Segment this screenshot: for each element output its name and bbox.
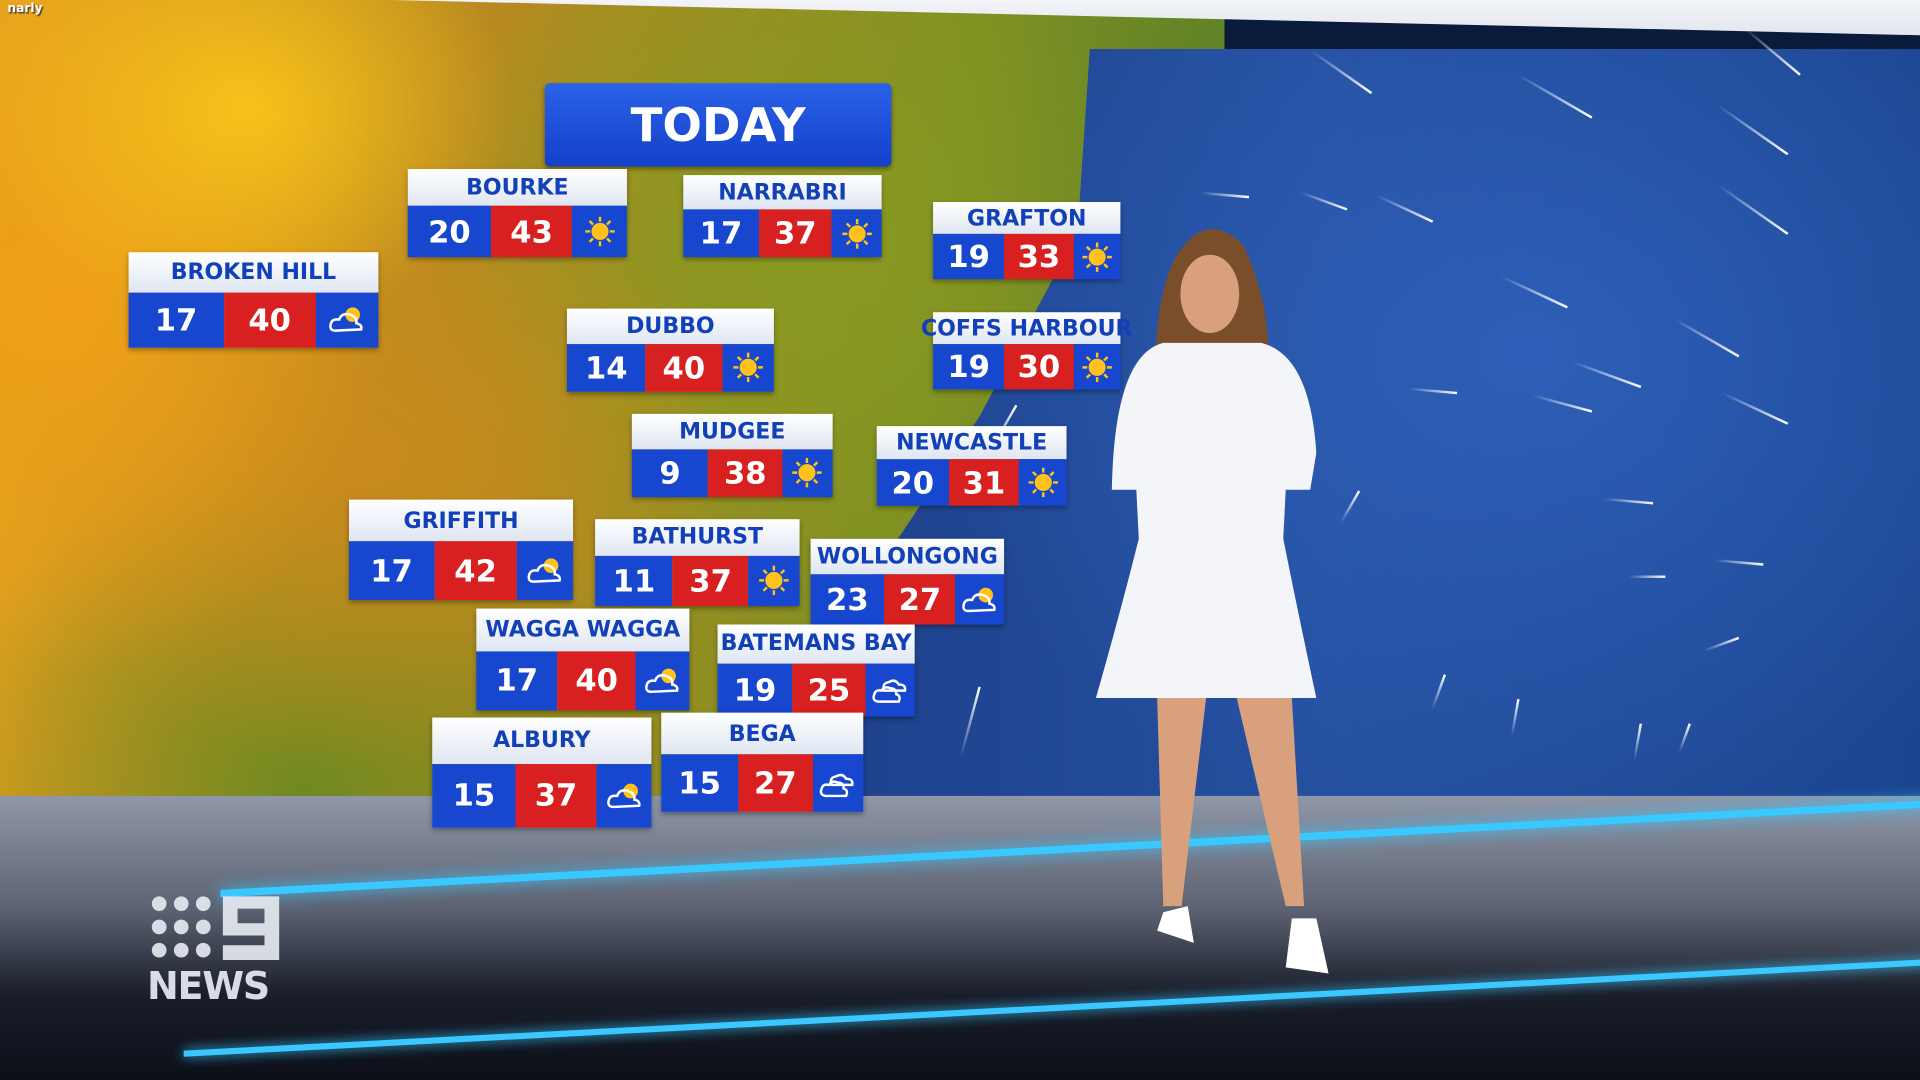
max-temp: 37: [672, 555, 749, 607]
partly-cloudy-icon: [517, 541, 574, 600]
max-temp: 27: [884, 574, 956, 625]
max-temp: 38: [708, 448, 783, 498]
sun-icon: [1073, 234, 1121, 280]
city-name: GRAFTON: [933, 202, 1121, 235]
city-name: BOURKE: [407, 168, 627, 207]
forecast-card-newcastle: NEWCASTLE 20 31: [876, 426, 1067, 506]
min-temp: 14: [566, 343, 646, 392]
sun-icon: [722, 343, 774, 392]
studio-floor: [0, 795, 1920, 1080]
sun-icon: [782, 448, 833, 498]
overlay-caption: narly: [7, 2, 43, 16]
forecast-card-grafton: GRAFTON 19 33: [933, 202, 1121, 280]
min-temp: 19: [933, 344, 1005, 390]
forecast-card-bathurst: BATHURST 11 37: [595, 519, 800, 607]
min-temp: 15: [661, 754, 738, 812]
max-temp: 25: [792, 663, 866, 717]
min-temp: 19: [933, 234, 1005, 280]
forecast-card-batemans-bay: BATEMANS BAY 19 25: [717, 624, 915, 717]
sun-icon: [1019, 459, 1067, 506]
min-temp: 11: [595, 555, 673, 607]
min-temp: 17: [128, 292, 224, 348]
min-temp: 20: [876, 459, 949, 506]
forecast-card-wagga-wagga: WAGGA WAGGA 17 40: [476, 608, 690, 711]
forecast-card-coffs-harbour: COFFS HARBOUR 19 30: [921, 312, 1132, 390]
partly-cloudy-icon: [315, 292, 379, 348]
cloudy-icon: [812, 754, 864, 812]
forecast-card-griffith: GRIFFITH 17 42: [348, 499, 574, 600]
max-temp: 40: [557, 651, 637, 711]
today-banner: TODAY: [544, 83, 892, 167]
wind-arrow: [1628, 575, 1666, 578]
min-temp: 15: [432, 763, 516, 828]
sun-icon: [832, 209, 882, 258]
partly-cloudy-icon: [955, 574, 1005, 625]
partly-cloudy-icon: [596, 763, 652, 828]
forecast-card-bega: BEGA 15 27: [661, 712, 864, 812]
city-name: ALBURY: [432, 717, 652, 764]
min-temp: 17: [683, 209, 759, 258]
forecast-card-broken-hill: BROKEN HILL 17 40: [128, 252, 379, 348]
max-temp: 27: [737, 754, 813, 812]
partly-cloudy-icon: [636, 651, 690, 711]
max-temp: 40: [645, 343, 723, 392]
forecast-card-albury: ALBURY 15 37: [432, 717, 652, 828]
min-temp: 17: [348, 541, 435, 600]
min-temp: 20: [407, 206, 492, 258]
forecast-card-dubbo: DUBBO 14 40: [566, 308, 774, 392]
city-name: WAGGA WAGGA: [476, 608, 690, 652]
max-temp: 33: [1004, 234, 1074, 280]
sun-icon: [748, 555, 800, 607]
news-logo-text: NEWS: [146, 964, 270, 1009]
city-name: NARRABRI: [683, 175, 882, 210]
forecast-card-narrabri: NARRABRI 17 37: [683, 175, 882, 258]
city-name: NEWCASTLE: [876, 426, 1067, 460]
nine-dots-logo-icon: [151, 896, 280, 961]
min-temp: 19: [717, 663, 793, 717]
city-name: BATHURST: [595, 519, 800, 556]
cloudy-icon: [865, 663, 915, 717]
max-temp: 30: [1004, 344, 1074, 390]
presenter: [1095, 229, 1329, 974]
max-temp: 40: [223, 292, 316, 348]
city-name: DUBBO: [566, 308, 774, 344]
max-temp: 37: [515, 763, 597, 828]
city-name: BATEMANS BAY: [717, 624, 915, 664]
sun-icon: [572, 206, 627, 258]
city-name: BEGA: [661, 712, 864, 755]
max-temp: 37: [758, 209, 833, 258]
min-temp: 23: [810, 574, 885, 625]
city-name: GRIFFITH: [348, 499, 574, 542]
city-name: WOLLONGONG: [810, 538, 1005, 575]
city-name: BROKEN HILL: [128, 252, 379, 293]
max-temp: 43: [491, 206, 573, 258]
sun-icon: [1073, 344, 1121, 390]
city-name: MUDGEE: [631, 413, 833, 449]
max-temp: 31: [948, 459, 1020, 506]
forecast-card-mudgee: MUDGEE 9 38: [631, 413, 833, 498]
min-temp: 9: [631, 448, 709, 498]
min-temp: 17: [476, 651, 558, 711]
max-temp: 42: [434, 541, 518, 600]
forecast-card-bourke: BOURKE 20 43: [407, 168, 627, 258]
channel-9-news-logo: NEWS: [146, 894, 284, 1009]
city-name: COFFS HARBOUR: [921, 312, 1132, 345]
forecast-card-wollongong: WOLLONGONG 23 27: [810, 538, 1005, 625]
